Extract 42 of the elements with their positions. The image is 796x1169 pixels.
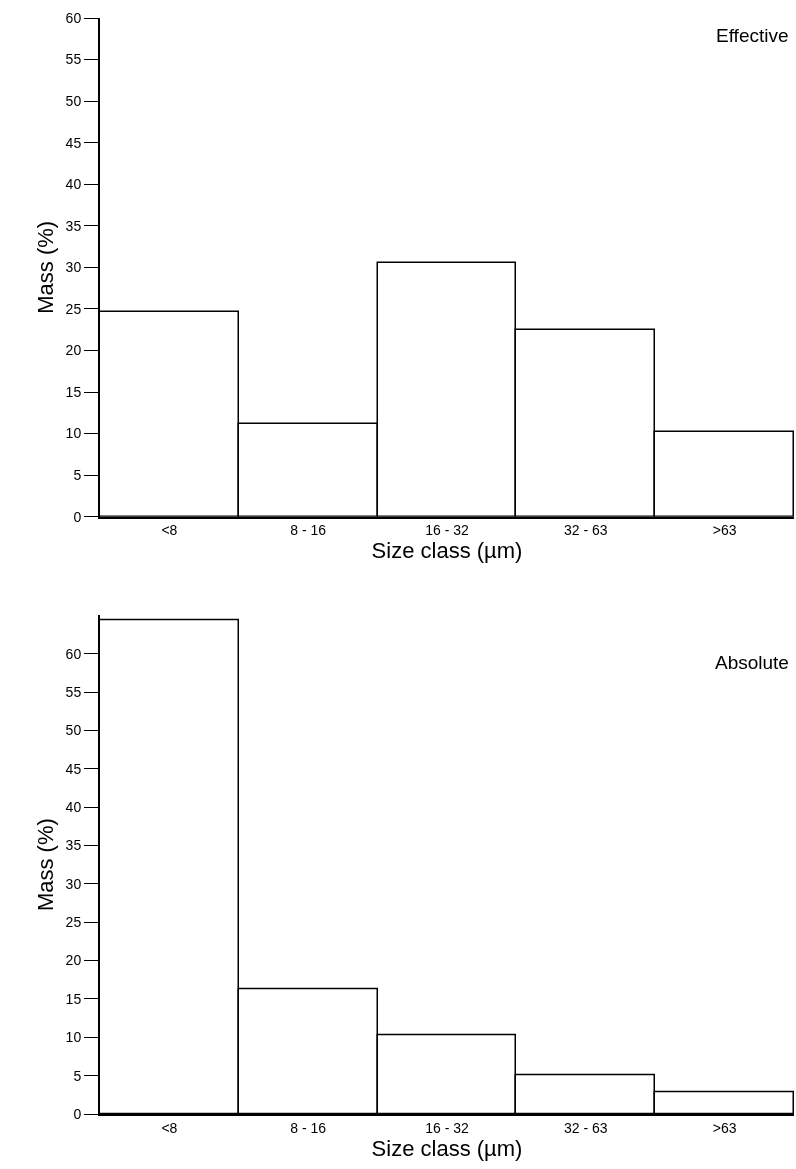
x-tick-label: 32 - 63 bbox=[564, 1119, 608, 1136]
y-tick-label: 45 bbox=[65, 134, 82, 151]
y-tick-label: 20 bbox=[65, 342, 82, 359]
y-tick-label: 40 bbox=[65, 176, 82, 193]
y-tick-label: 50 bbox=[65, 722, 82, 739]
y-tick-label: 60 bbox=[65, 645, 82, 662]
x-tick-label: >63 bbox=[712, 1119, 737, 1136]
y-tick-label: 35 bbox=[65, 217, 82, 234]
x-tick-label: <8 bbox=[161, 1119, 178, 1136]
y-axis-title: Mass (%) bbox=[32, 818, 58, 912]
x-tick-label: <8 bbox=[161, 522, 178, 539]
y-tick-label: 25 bbox=[65, 300, 82, 317]
x-tick-label: 16 - 32 bbox=[425, 522, 469, 539]
y-tick-label: 20 bbox=[65, 952, 82, 969]
y-tick-label: 10 bbox=[65, 425, 82, 442]
x-axis-title: Size class (µm) bbox=[371, 538, 523, 564]
y-tick-label: 40 bbox=[65, 799, 82, 816]
y-tick-label: 50 bbox=[65, 93, 82, 110]
y-tick-label: 0 bbox=[73, 508, 82, 525]
y-tick-label: 45 bbox=[65, 760, 82, 777]
y-tick-label: 55 bbox=[65, 683, 82, 700]
x-tick-label: 8 - 16 bbox=[290, 1119, 327, 1136]
y-tick-label: 35 bbox=[65, 837, 82, 854]
annotation: Absolute bbox=[715, 652, 789, 673]
y-tick-label: 15 bbox=[65, 383, 82, 400]
x-axis-title: Size class (µm) bbox=[371, 1135, 523, 1161]
x-tick-label: >63 bbox=[712, 522, 737, 539]
y-axis-title: Mass (%) bbox=[32, 220, 58, 314]
y-tick-label: 30 bbox=[65, 259, 82, 276]
y-tick-label: 60 bbox=[65, 9, 82, 26]
x-tick-label: 16 - 32 bbox=[425, 1119, 469, 1136]
y-tick-label: 0 bbox=[73, 1105, 82, 1122]
y-tick-label: 10 bbox=[65, 1029, 82, 1046]
y-tick-label: 15 bbox=[65, 990, 82, 1007]
annotation: Effective bbox=[716, 25, 789, 46]
x-tick-label: 8 - 16 bbox=[290, 522, 327, 539]
y-tick-label: 25 bbox=[65, 914, 82, 931]
y-tick-label: 55 bbox=[65, 51, 82, 68]
x-tick-label: 32 - 63 bbox=[564, 522, 608, 539]
y-tick-label: 5 bbox=[73, 467, 82, 484]
y-tick-label: 30 bbox=[65, 875, 82, 892]
y-tick-label: 5 bbox=[73, 1067, 82, 1084]
